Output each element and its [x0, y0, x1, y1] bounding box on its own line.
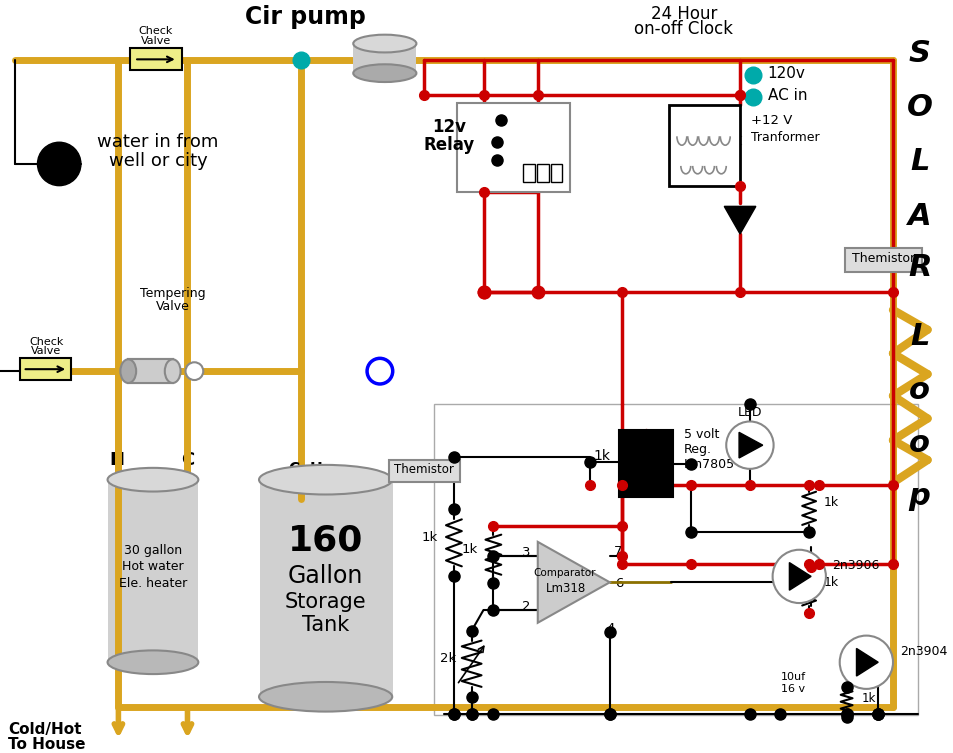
Text: Check: Check [30, 337, 64, 346]
Text: To House: To House [8, 737, 86, 752]
Ellipse shape [108, 651, 198, 674]
Bar [537, 164, 548, 181]
Text: 12v: 12v [432, 118, 465, 136]
Circle shape [37, 142, 81, 186]
Polygon shape [723, 206, 755, 234]
Text: +12 V: +12 V [750, 114, 791, 127]
Bar [456, 102, 570, 191]
Bar [353, 44, 416, 73]
Text: Cir pump: Cir pump [245, 5, 366, 29]
Ellipse shape [165, 359, 180, 383]
Polygon shape [788, 562, 810, 590]
Ellipse shape [259, 465, 392, 495]
Circle shape [772, 550, 825, 603]
Text: Lm7805: Lm7805 [683, 458, 734, 471]
Text: 1k: 1k [421, 531, 437, 544]
Text: 10uf: 10uf [780, 672, 805, 682]
Text: 3: 3 [522, 546, 530, 559]
Bar [843, 248, 921, 273]
Text: H: H [309, 462, 322, 477]
Bar [128, 359, 172, 383]
Text: Themistor: Themistor [851, 252, 914, 264]
Ellipse shape [108, 468, 198, 492]
Text: 7: 7 [613, 544, 621, 558]
Text: LED: LED [737, 406, 761, 419]
Text: Cold/Hot: Cold/Hot [8, 722, 81, 737]
Text: A: A [907, 202, 930, 230]
Bar [522, 164, 535, 181]
Text: C: C [288, 462, 299, 477]
Bar [389, 460, 459, 482]
Ellipse shape [259, 682, 392, 712]
Bar [618, 431, 672, 498]
Text: S: S [907, 39, 930, 68]
Text: 120v: 120v [767, 66, 804, 81]
Text: 2n3904: 2n3904 [899, 645, 946, 658]
Bar [131, 48, 181, 70]
Text: 30 gallon: 30 gallon [124, 544, 182, 556]
Text: C: C [181, 451, 193, 469]
Text: Valve: Valve [141, 35, 171, 46]
Circle shape [725, 422, 773, 469]
Text: 2n3906: 2n3906 [831, 559, 879, 572]
Text: Ele. heater: Ele. heater [119, 578, 187, 590]
Text: 5 volt: 5 volt [683, 428, 719, 441]
Text: Relay: Relay [423, 136, 474, 154]
Circle shape [839, 636, 892, 689]
Bar [20, 358, 71, 380]
Text: 1k: 1k [861, 692, 875, 705]
Text: Tank: Tank [302, 614, 349, 635]
Text: 1k: 1k [593, 449, 610, 463]
Text: Tranformer: Tranformer [750, 131, 819, 145]
Text: L: L [909, 322, 928, 351]
Text: Check: Check [138, 26, 172, 35]
Text: Storage: Storage [285, 592, 366, 612]
Text: L: L [909, 148, 928, 176]
Text: p: p [908, 482, 929, 511]
Text: Themistor: Themistor [394, 463, 454, 476]
Bar [550, 164, 562, 181]
Text: H: H [109, 451, 124, 469]
Bar [434, 404, 917, 715]
Text: o: o [908, 376, 929, 405]
Text: 1k: 1k [823, 496, 839, 509]
Text: 6: 6 [614, 578, 622, 590]
Text: 1k: 1k [823, 576, 839, 590]
Text: AC in: AC in [767, 88, 806, 103]
Text: water in from: water in from [97, 133, 218, 151]
Bar [668, 105, 740, 186]
Text: Gallon: Gallon [288, 564, 363, 588]
Ellipse shape [353, 64, 416, 82]
Text: Tempering: Tempering [140, 287, 205, 300]
Text: 4: 4 [606, 622, 615, 635]
Polygon shape [537, 542, 609, 623]
Text: 2k: 2k [439, 652, 456, 665]
Text: 16 v: 16 v [781, 684, 804, 694]
Ellipse shape [353, 35, 416, 53]
Text: Valve: Valve [31, 346, 61, 356]
Circle shape [185, 362, 203, 380]
Polygon shape [739, 432, 762, 458]
Ellipse shape [120, 359, 136, 383]
Text: 2: 2 [522, 600, 530, 613]
Text: on-off Clock: on-off Clock [634, 20, 733, 38]
Text: 160: 160 [288, 524, 363, 558]
Bar [259, 480, 393, 697]
Bar [108, 480, 198, 662]
Polygon shape [856, 648, 878, 676]
Text: Comparator: Comparator [533, 569, 595, 578]
Text: R: R [907, 253, 930, 282]
Text: Hot water: Hot water [122, 560, 184, 574]
Text: 1k: 1k [461, 543, 477, 556]
Text: well or city: well or city [109, 152, 207, 170]
Text: 24 Hour: 24 Hour [650, 5, 717, 23]
Text: Lm318: Lm318 [546, 582, 586, 595]
Text: o: o [908, 428, 929, 458]
Text: Reg.: Reg. [683, 443, 711, 456]
Text: Valve: Valve [155, 300, 190, 313]
Text: O: O [905, 93, 932, 122]
